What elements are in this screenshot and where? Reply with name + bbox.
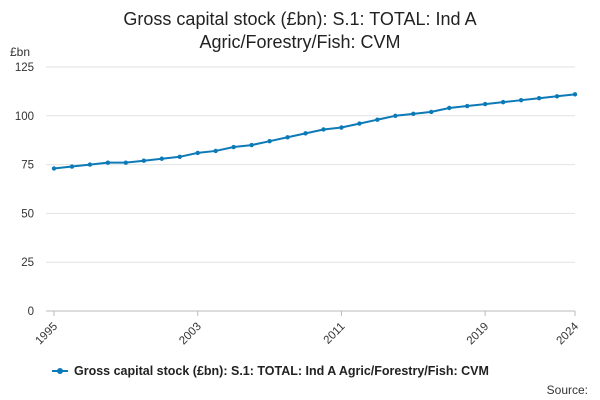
data-point	[141, 158, 147, 163]
y-tick-label: 75	[21, 160, 34, 172]
x-tick-label: 2003	[177, 321, 204, 348]
source-label: Source:	[546, 383, 588, 397]
x-tick-label: 2011	[322, 321, 348, 347]
data-point	[195, 150, 200, 156]
data-point	[393, 113, 398, 119]
data-point	[500, 99, 506, 105]
data-point	[518, 97, 524, 103]
data-point	[213, 148, 218, 154]
chart-title: Gross capital stock (£bn): S.1: TOTAL: I…	[0, 8, 600, 54]
x-tick-label: 1995	[34, 321, 61, 348]
legend-swatch	[52, 368, 68, 374]
data-point	[465, 103, 470, 109]
data-point	[231, 144, 236, 150]
y-axis-label: £bn	[10, 45, 30, 59]
chart-title-line-1: Gross capital stock (£bn): S.1: TOTAL: I…	[123, 9, 477, 29]
data-point	[375, 117, 380, 122]
series-line	[53, 93, 576, 170]
legend-label: Gross capital stock (£bn): S.1: TOTAL: I…	[74, 364, 489, 378]
y-tick-label: 0	[28, 306, 34, 318]
data-point	[69, 164, 75, 169]
data-point	[105, 160, 111, 165]
data-point	[482, 101, 488, 107]
data-point	[536, 96, 542, 101]
data-point	[177, 154, 182, 159]
y-tick-label: 50	[21, 208, 34, 220]
data-point	[321, 127, 326, 132]
x-tick-label: 2024	[555, 320, 582, 347]
data-point	[554, 94, 560, 99]
data-point	[159, 156, 164, 161]
data-point	[303, 131, 308, 136]
data-point	[429, 109, 434, 115]
data-point	[123, 160, 129, 165]
y-tick-label: 25	[21, 257, 34, 269]
x-tick-label: 2019	[465, 321, 492, 348]
data-point	[447, 105, 452, 111]
data-point	[285, 135, 290, 140]
y-tick-label: 125	[15, 62, 34, 74]
data-point	[572, 92, 578, 97]
data-point	[357, 121, 362, 126]
data-point	[51, 166, 57, 171]
legend[interactable]: Gross capital stock (£bn): S.1: TOTAL: I…	[52, 364, 489, 378]
data-point	[87, 162, 93, 167]
data-point	[267, 138, 272, 144]
data-point	[249, 142, 254, 148]
data-point	[339, 125, 344, 130]
y-tick-label: 100	[15, 111, 34, 123]
chart-title-line-2: Agric/Forestry/Fish: CVM	[199, 32, 401, 52]
data-point	[411, 111, 416, 117]
